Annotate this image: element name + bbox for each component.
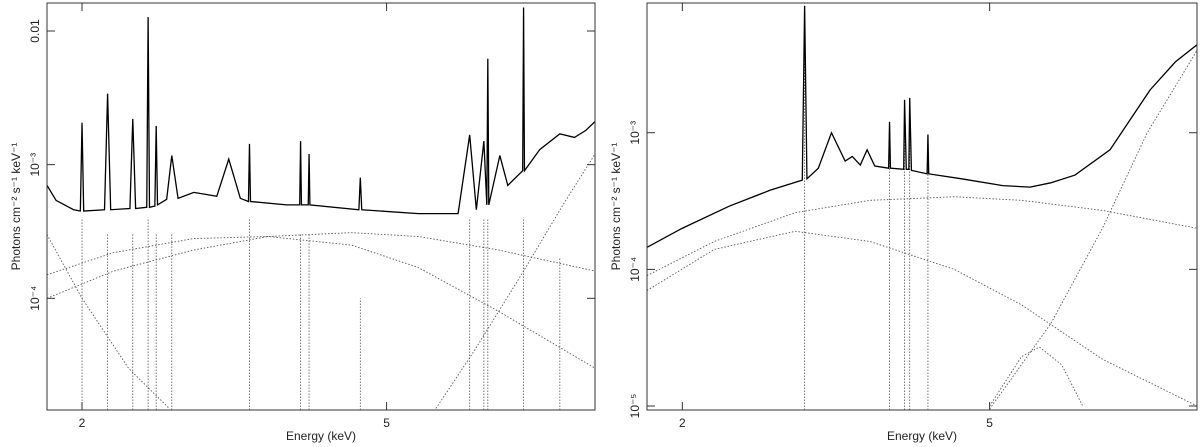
- plot-frame: [46, 2, 596, 411]
- plot: 2 5 10⁻⁴ 10⁻³ 0.01 Energy (keV) Photons cm⁻² s…: [9, 2, 596, 443]
- x-tick-label: 2: [79, 416, 86, 430]
- y-tick-label: 10⁻³: [628, 121, 642, 145]
- component-line: [647, 230, 1197, 407]
- y-tick-label: 10⁻⁵: [628, 394, 642, 419]
- plot: 2 5 10⁻⁵ 10⁻⁴ 10⁻³ Energy (keV) Photons cm⁻² s…: [609, 2, 1198, 443]
- plot-frame: [646, 2, 1198, 411]
- x-axis-label: Energy (keV): [286, 429, 356, 443]
- x-axis-label: Energy (keV): [887, 429, 957, 443]
- x-tick-label: 5: [986, 416, 993, 430]
- model-line: [647, 5, 1197, 248]
- x-tick-label: 2: [679, 416, 686, 430]
- component-line: [47, 234, 170, 409]
- component-line: [435, 153, 595, 409]
- component-line: [47, 236, 595, 369]
- component-line: [47, 232, 595, 299]
- y-tick-label: 10⁻⁴: [28, 286, 42, 311]
- x-tick-label: 5: [383, 416, 390, 430]
- y-tick-label: 10⁻³: [28, 153, 42, 177]
- y-axis-label: Photons cm⁻² s⁻¹ keV⁻¹: [9, 143, 23, 271]
- y-axis-label: Photons cm⁻² s⁻¹ keV⁻¹: [609, 143, 623, 271]
- component-line: [989, 346, 1084, 407]
- y-tick-label: 0.01: [28, 19, 42, 43]
- component-line: [989, 50, 1197, 410]
- y-tick-label: 10⁻⁴: [628, 257, 642, 282]
- component-line: [647, 196, 1197, 277]
- model-line: [47, 7, 595, 215]
- plot-area: [47, 7, 595, 410]
- plot-area: [647, 5, 1197, 410]
